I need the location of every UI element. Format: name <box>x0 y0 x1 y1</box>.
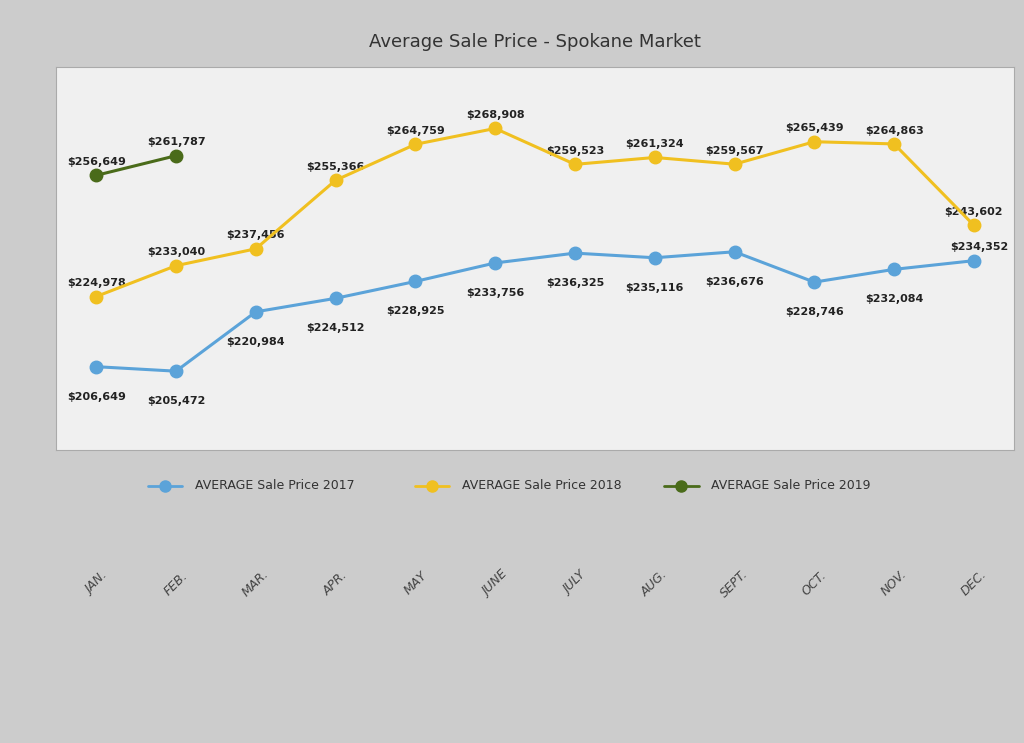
Text: $243,602: $243,602 <box>944 207 1004 217</box>
Text: $255,366: $255,366 <box>306 162 365 172</box>
Text: $236,325: $236,325 <box>546 278 604 288</box>
Text: $224,512: $224,512 <box>306 323 365 334</box>
Text: $259,567: $259,567 <box>706 146 764 156</box>
Text: $206,649: $206,649 <box>67 392 126 402</box>
Text: $268,908: $268,908 <box>466 110 524 120</box>
Text: AVERAGE Sale Price 2018: AVERAGE Sale Price 2018 <box>462 479 622 493</box>
Text: APR.: APR. <box>321 568 350 598</box>
Text: $233,040: $233,040 <box>146 247 205 257</box>
Text: AVERAGE Sale Price 2017: AVERAGE Sale Price 2017 <box>196 479 355 493</box>
Text: $228,746: $228,746 <box>785 307 844 317</box>
Text: $205,472: $205,472 <box>146 396 205 406</box>
Text: $265,439: $265,439 <box>785 123 844 134</box>
Text: $264,759: $264,759 <box>386 126 444 136</box>
Text: AUG.: AUG. <box>639 568 671 599</box>
Text: $233,756: $233,756 <box>466 288 524 298</box>
Text: $261,324: $261,324 <box>626 139 684 149</box>
Text: $220,984: $220,984 <box>226 337 285 347</box>
Text: $236,676: $236,676 <box>706 277 764 287</box>
Text: $264,863: $264,863 <box>864 126 924 135</box>
Text: FEB.: FEB. <box>162 569 190 597</box>
Text: OCT.: OCT. <box>800 568 829 598</box>
Text: $261,787: $261,787 <box>146 137 206 147</box>
Text: $259,523: $259,523 <box>546 146 604 156</box>
Text: JUNE: JUNE <box>480 568 510 599</box>
Text: $232,084: $232,084 <box>865 294 924 305</box>
Title: Average Sale Price - Spokane Market: Average Sale Price - Spokane Market <box>369 33 701 51</box>
Text: SEPT.: SEPT. <box>718 567 751 600</box>
Text: $234,352: $234,352 <box>950 242 1009 253</box>
Text: DEC.: DEC. <box>958 568 989 599</box>
Text: JULY: JULY <box>561 569 589 597</box>
Text: MAR.: MAR. <box>240 568 271 599</box>
Text: $224,978: $224,978 <box>67 278 126 288</box>
Text: $228,925: $228,925 <box>386 306 444 317</box>
Text: AVERAGE Sale Price 2019: AVERAGE Sale Price 2019 <box>712 479 871 493</box>
Text: NOV.: NOV. <box>879 568 909 599</box>
Text: $235,116: $235,116 <box>626 283 684 293</box>
Text: $237,456: $237,456 <box>226 230 285 241</box>
Text: MAY: MAY <box>401 569 429 597</box>
Text: JAN.: JAN. <box>83 570 110 597</box>
Text: $256,649: $256,649 <box>67 157 126 167</box>
